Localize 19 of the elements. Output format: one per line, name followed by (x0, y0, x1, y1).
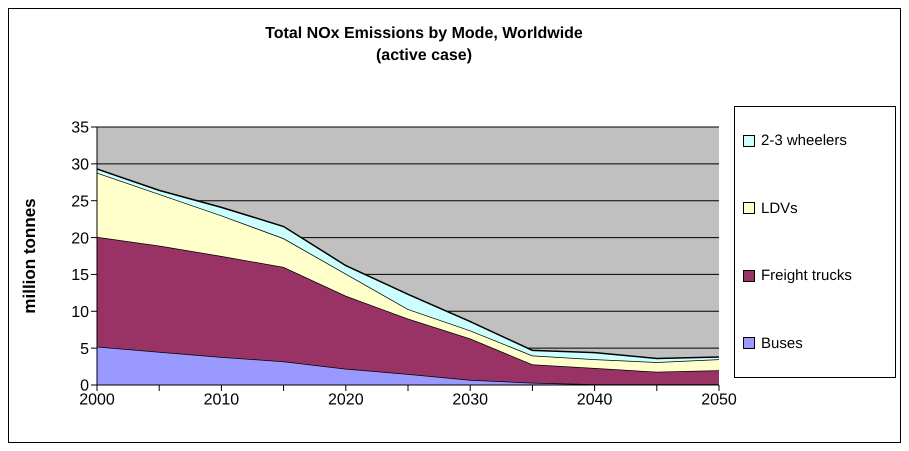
y-tick-label: 15 (71, 267, 90, 284)
y-tick-label: 5 (80, 340, 90, 358)
y-tick-label: 10 (71, 304, 90, 321)
x-tick-label: 2050 (701, 391, 737, 408)
legend-label: 2-3 wheelers (761, 132, 847, 150)
legend-label: Freight trucks (761, 267, 852, 284)
x-tick-label: 2040 (576, 391, 612, 408)
chart-title: Total NOx Emissions by Mode, Worldwide (active case) (264, 24, 584, 66)
x-tick-label: 2030 (452, 391, 488, 408)
legend-label: LDVs (761, 200, 798, 217)
x-tick-label: 2020 (328, 391, 364, 408)
y-axis-title: million tonnes (20, 198, 40, 314)
y-tick-label: 20 (71, 230, 90, 248)
y-tick-label: 25 (71, 193, 90, 210)
y-tick-label: 30 (71, 156, 90, 174)
y-tick-label: 35 (71, 120, 90, 137)
x-tick-label: 2000 (79, 391, 115, 408)
x-tick-label: 2010 (204, 391, 240, 408)
legend-label: Buses (761, 334, 803, 352)
